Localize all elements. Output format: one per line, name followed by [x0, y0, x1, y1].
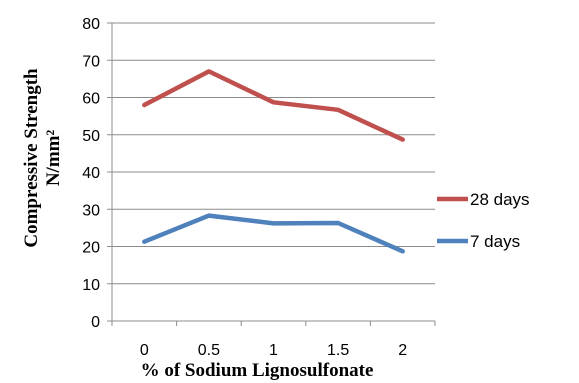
legend-label: 28 days — [470, 190, 530, 209]
series-line-28-days — [142, 69, 405, 142]
axes — [107, 22, 436, 326]
x-tick-label: 2 — [398, 342, 407, 359]
y-tick-label: 60 — [82, 91, 100, 108]
y-axis-title-line2: N/mm² — [43, 130, 64, 187]
x-axis-title: % of Sodium Lignosulfonate — [141, 360, 374, 381]
y-tick-label: 10 — [82, 277, 100, 294]
y-tick-label: 30 — [82, 202, 100, 219]
y-axis-title-line1: Compressive Strength — [21, 68, 42, 248]
gridlines — [112, 22, 435, 285]
x-tick-labels: 0 0.5 1 1.5 2 — [140, 342, 407, 359]
legend-label: 7 days — [470, 232, 520, 251]
y-tick-labels: 0 10 20 30 40 50 60 70 80 — [82, 16, 100, 331]
x-tick-label: 1 — [269, 342, 278, 359]
y-tick-label: 70 — [82, 53, 100, 70]
series-line-7-days — [142, 213, 405, 254]
y-tick-label: 50 — [82, 128, 100, 145]
x-tick-label: 0 — [140, 342, 149, 359]
x-tick-label: 1.5 — [327, 342, 349, 359]
y-tick-label: 20 — [82, 240, 100, 257]
x-tick-label: 0.5 — [198, 342, 220, 359]
y-tick-label: 40 — [82, 165, 100, 182]
legend: 28 days 7 days — [437, 190, 530, 251]
y-tick-label: 0 — [91, 314, 100, 331]
series-lines — [142, 69, 405, 254]
y-tick-label: 80 — [82, 16, 100, 33]
